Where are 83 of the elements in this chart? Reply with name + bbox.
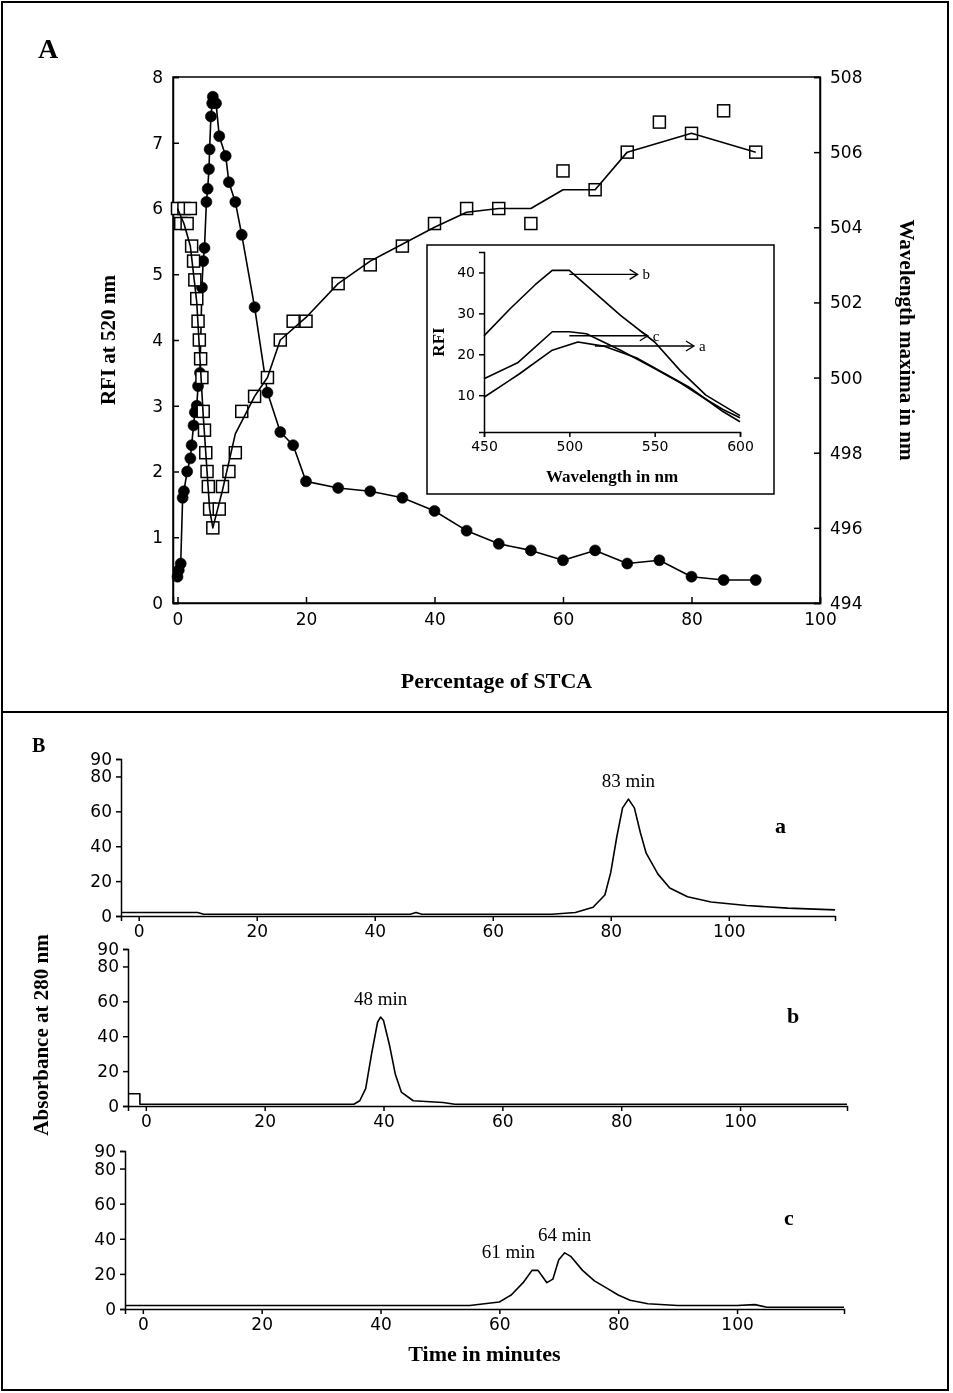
y-tick-label: 0 bbox=[108, 1095, 119, 1116]
annotation: 61 min bbox=[481, 1240, 536, 1262]
y-tick-label: 60 bbox=[90, 801, 112, 822]
y-tick-label: 40 bbox=[97, 1026, 119, 1047]
x-tick-label: 80 bbox=[607, 1314, 630, 1335]
y-tick-label: 7 bbox=[152, 132, 163, 153]
y-tick-label: 90 bbox=[94, 1140, 116, 1161]
x-tick-label: 80 bbox=[681, 609, 703, 630]
y-tick-label: 8 bbox=[152, 66, 163, 87]
y-axis-title: RFI bbox=[429, 326, 448, 357]
y2-tick-label: 508 bbox=[830, 66, 863, 87]
annotation: 64 min bbox=[538, 1223, 592, 1245]
y-tick-label: 40 bbox=[94, 1228, 116, 1249]
x-tick-label: 20 bbox=[295, 609, 318, 630]
y-tick-label: 20 bbox=[90, 871, 112, 892]
y2-tick-label: 506 bbox=[830, 142, 863, 163]
x-tick-label: 40 bbox=[370, 1314, 392, 1335]
legend-label: c bbox=[652, 327, 660, 344]
x-axis-title: Percentage of STCA bbox=[400, 668, 593, 693]
y-tick-label: 6 bbox=[152, 198, 163, 219]
annotation: b bbox=[787, 1002, 800, 1028]
x-tick-label: 550 bbox=[641, 437, 669, 454]
y-tick-label: 30 bbox=[457, 305, 475, 322]
y-tick-label: 4 bbox=[152, 329, 163, 350]
x-tick-label: 60 bbox=[482, 921, 505, 942]
y-tick-label: 60 bbox=[94, 1193, 116, 1214]
y2-tick-label: 504 bbox=[830, 217, 863, 238]
x-tick-label: 60 bbox=[489, 1314, 511, 1335]
y-tick-label: 90 bbox=[90, 748, 112, 769]
x-tick-label: 80 bbox=[600, 921, 623, 942]
y-tick-label: 20 bbox=[94, 1263, 116, 1284]
y-tick-label: 0 bbox=[101, 905, 112, 926]
y-tick-label: 2 bbox=[152, 461, 163, 482]
chart-title: B bbox=[32, 734, 46, 756]
annotation: 83 min bbox=[601, 770, 656, 792]
x-tick-label: 20 bbox=[246, 921, 269, 942]
x-tick-label: 600 bbox=[727, 437, 754, 454]
y-tick-label: 20 bbox=[457, 346, 475, 363]
x-tick-label: 100 bbox=[713, 921, 746, 942]
y-tick-label: 5 bbox=[152, 264, 163, 285]
y-tick-label: 10 bbox=[457, 387, 475, 404]
y-tick-label: 80 bbox=[94, 1158, 116, 1179]
chart-title: A bbox=[38, 33, 59, 64]
annotation: c bbox=[784, 1205, 794, 1231]
x-tick-label: 500 bbox=[556, 437, 584, 454]
y-tick-label: 80 bbox=[90, 766, 112, 787]
x-tick-label: 60 bbox=[492, 1111, 514, 1132]
y-tick-label: 80 bbox=[97, 956, 119, 977]
y-tick-label: 1 bbox=[152, 527, 163, 548]
y-tick-label: 40 bbox=[457, 264, 475, 281]
y-tick-label: 3 bbox=[152, 395, 163, 416]
y2-axis-title: Wavelength maxima in nm bbox=[895, 219, 919, 461]
x-axis-title: Time in minutes bbox=[408, 1341, 562, 1366]
legend-label: a bbox=[698, 338, 706, 354]
x-tick-label: 0 bbox=[172, 609, 184, 630]
x-tick-label: 60 bbox=[552, 609, 575, 630]
y-tick-label: 90 bbox=[97, 938, 119, 959]
annotation: a bbox=[775, 812, 786, 838]
y2-tick-label: 500 bbox=[830, 367, 863, 388]
y-axis-title: Absorbance at 280 nm bbox=[29, 933, 53, 1136]
y-tick-label: 60 bbox=[97, 991, 119, 1012]
y2-tick-label: 496 bbox=[830, 517, 863, 538]
y-tick-label: 0 bbox=[152, 592, 163, 613]
x-axis-title: Wavelength in nm bbox=[545, 467, 679, 486]
x-tick-label: 100 bbox=[724, 1111, 757, 1132]
y-axis-title: RFI at 520 nm bbox=[96, 274, 120, 406]
x-tick-label: 0 bbox=[133, 921, 145, 942]
y-tick-label: 0 bbox=[105, 1298, 116, 1319]
x-tick-label: 40 bbox=[424, 609, 446, 630]
x-tick-label: 20 bbox=[254, 1111, 276, 1132]
legend-label: b bbox=[642, 266, 651, 283]
x-tick-label: 40 bbox=[364, 921, 387, 942]
x-tick-label: 80 bbox=[610, 1111, 633, 1132]
annotation: 48 min bbox=[353, 988, 408, 1010]
x-tick-label: 450 bbox=[471, 437, 498, 454]
x-tick-label: 0 bbox=[137, 1314, 149, 1335]
x-tick-label: 20 bbox=[251, 1314, 273, 1335]
y2-tick-label: 498 bbox=[830, 442, 863, 463]
x-tick-label: 100 bbox=[721, 1314, 754, 1335]
x-tick-label: 40 bbox=[373, 1111, 395, 1132]
y2-tick-label: 502 bbox=[830, 292, 863, 313]
y-tick-label: 40 bbox=[90, 836, 112, 857]
y-tick-label: 20 bbox=[97, 1061, 119, 1082]
